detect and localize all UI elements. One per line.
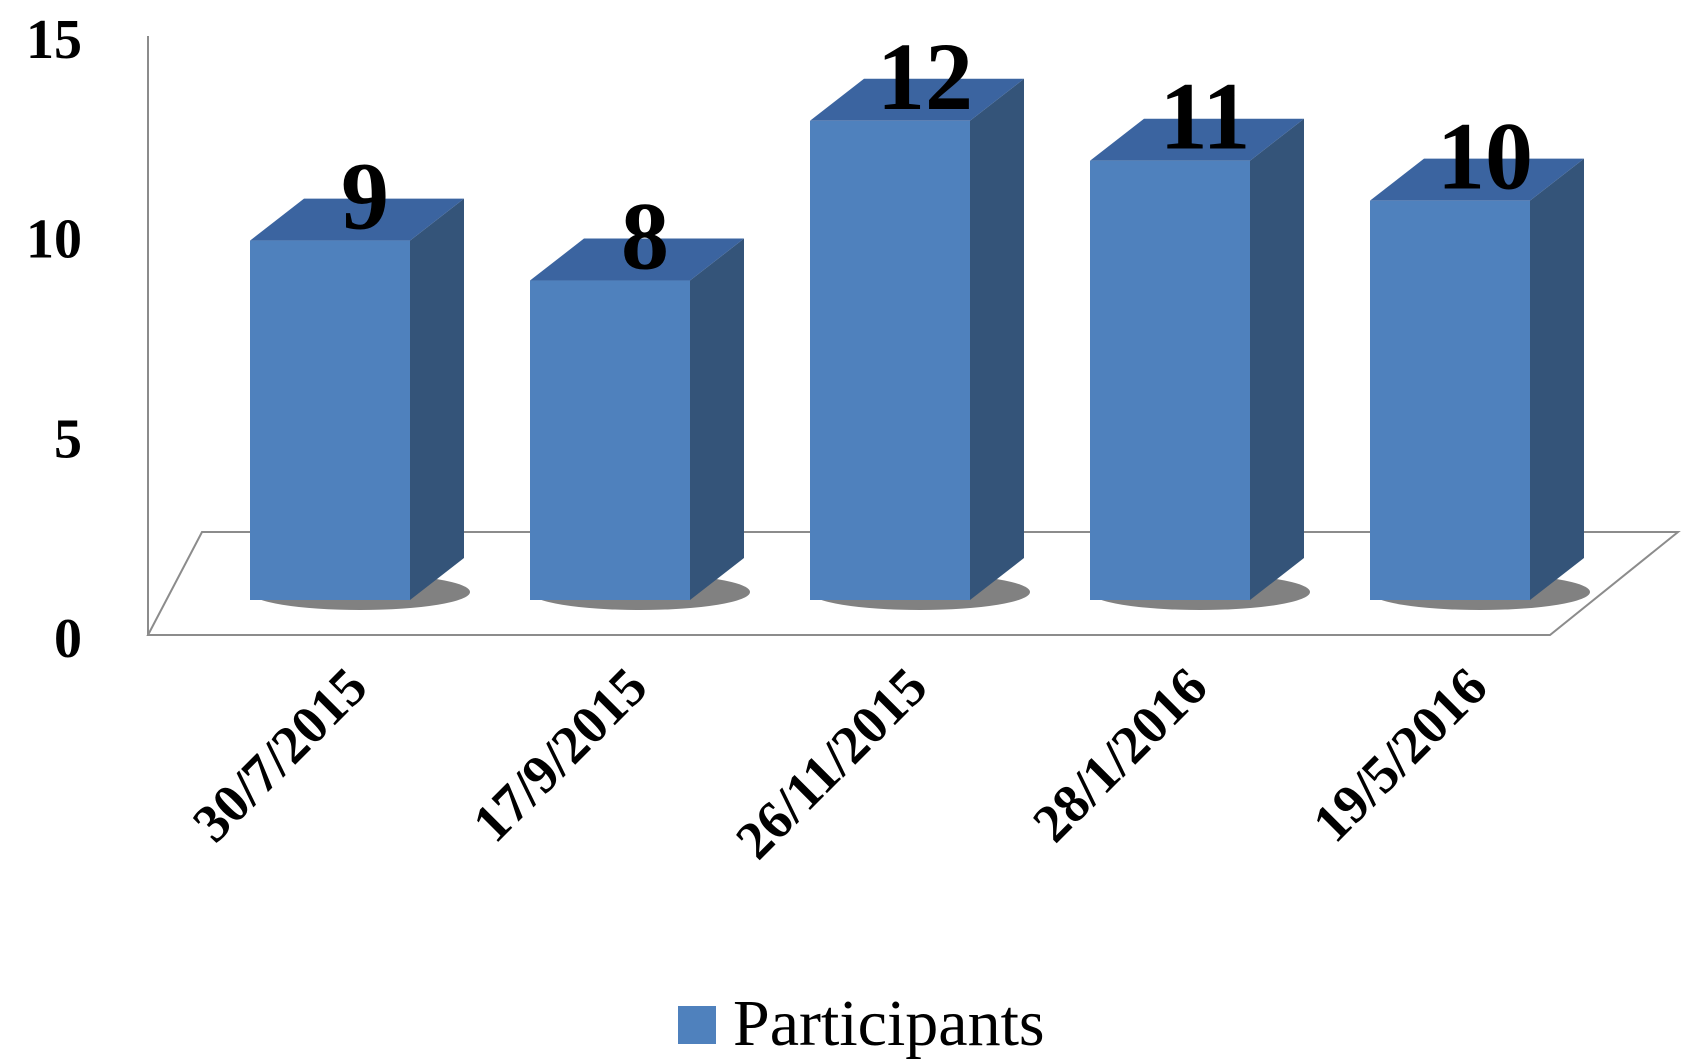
legend-label: Participants	[733, 987, 1045, 1059]
bar-top	[1090, 118, 1304, 161]
y-tick-label: 10	[26, 209, 82, 271]
y-tick-label: 15	[26, 9, 82, 71]
bar-side	[690, 238, 744, 601]
data-label: 10	[1437, 103, 1533, 210]
bar-side	[1250, 118, 1304, 600]
bars	[250, 78, 1584, 601]
x-tick-label: 28/1/2016	[1021, 656, 1218, 853]
x-tick-label: 30/7/2015	[181, 656, 378, 853]
bar-side	[410, 198, 464, 600]
bar-1	[530, 238, 744, 601]
bar-top	[250, 198, 464, 241]
bar-2	[810, 78, 1024, 601]
y-axis-ticks: 0 5 10 15	[26, 9, 82, 670]
x-tick-label: 19/5/2016	[1301, 656, 1498, 853]
x-tick-label: 17/9/2015	[461, 656, 658, 853]
bar-top	[810, 78, 1024, 121]
bar-side	[1530, 158, 1584, 600]
bar-3	[1090, 118, 1304, 600]
legend-swatch	[678, 1006, 716, 1044]
bar-top	[530, 238, 744, 281]
data-label: 11	[1160, 63, 1251, 170]
y-tick-label: 5	[54, 408, 82, 470]
data-label: 8	[621, 183, 669, 290]
bar-top	[1370, 158, 1584, 201]
x-tick-label: 26/11/2015	[724, 656, 938, 870]
legend: Participants	[678, 987, 1045, 1060]
y-tick-label: 0	[54, 608, 82, 670]
bar-front	[1090, 160, 1250, 600]
bar-front	[250, 240, 410, 600]
bar-4	[1370, 158, 1584, 600]
data-labels: 9 8 12 11 10	[341, 23, 1533, 290]
bar-front	[810, 120, 970, 601]
data-label: 9	[341, 143, 389, 250]
x-axis-ticks: 30/7/2015 17/9/2015 26/11/2015 28/1/2016 19/…	[181, 656, 1498, 870]
data-label: 12	[877, 23, 973, 130]
bar-0	[250, 198, 464, 600]
bar-side	[970, 78, 1024, 601]
bar-front	[530, 280, 690, 600]
bar-front	[1370, 200, 1530, 600]
